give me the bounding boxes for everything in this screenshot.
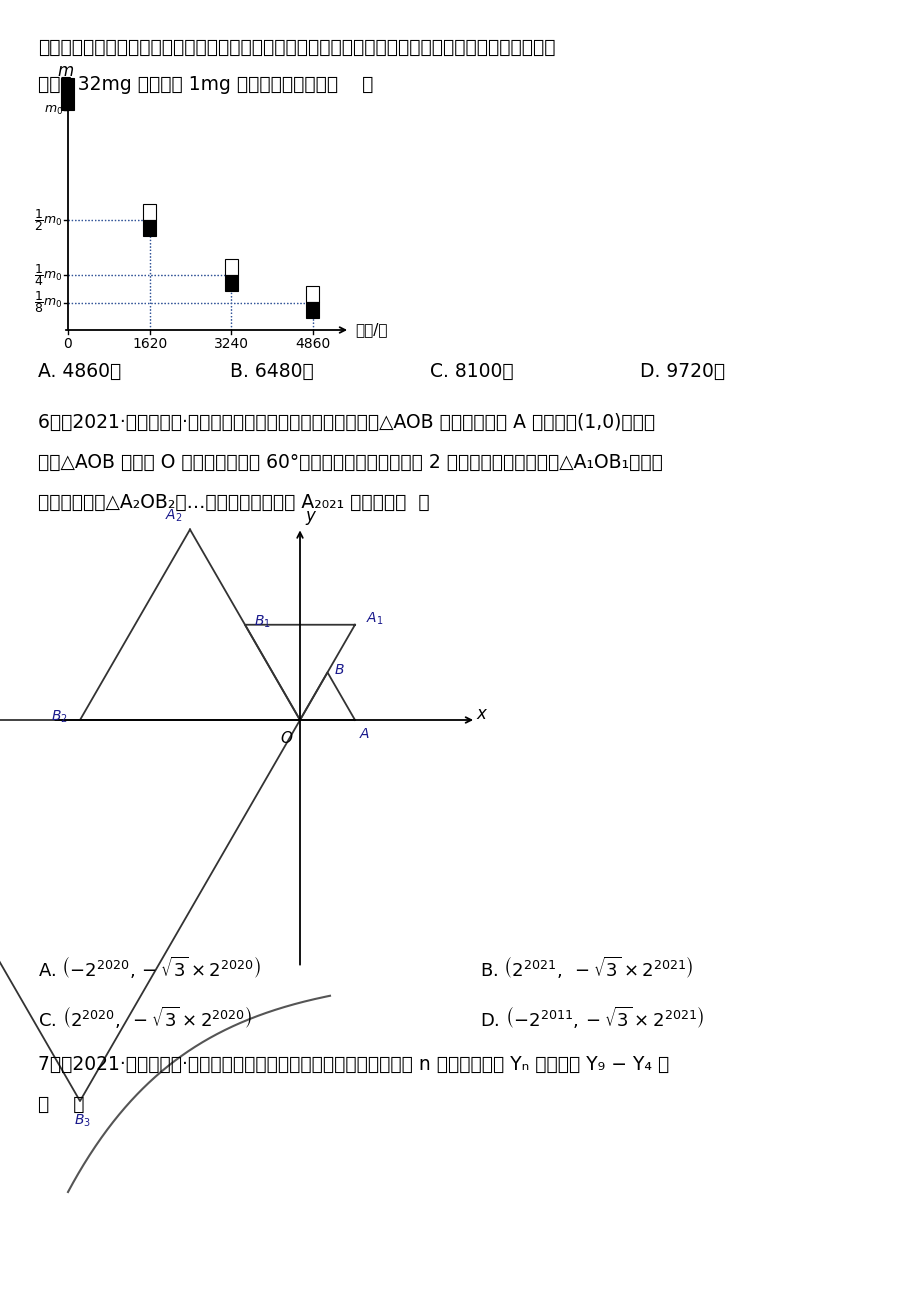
- Text: $B_3$: $B_3$: [74, 1112, 91, 1129]
- Text: 次将△AOB 绕着点 O 逆时针方向旋转 60°，同时每边扩大为原来的 2 倍，第一次旋转后得到△A₁OB₁，第二: 次将△AOB 绕着点 O 逆时针方向旋转 60°，同时每边扩大为原来的 2 倍，…: [38, 453, 663, 473]
- Bar: [224, 275, 237, 292]
- Text: $m_0$: $m_0$: [44, 103, 62, 117]
- Text: $O$: $O$: [279, 730, 293, 746]
- Text: $y$: $y$: [305, 509, 318, 527]
- Text: $\dfrac{1}{8}m_0$: $\dfrac{1}{8}m_0$: [34, 289, 62, 315]
- Text: A. 4860年: A. 4860年: [38, 362, 121, 381]
- Bar: [143, 204, 156, 220]
- Text: 3240: 3240: [213, 337, 248, 352]
- Bar: [306, 302, 319, 319]
- Text: 后来较慢，实际上，物质所剩的质量与时间成某种函数关系。下图为表示镧的放射规律的函数图象，据此: 后来较慢，实际上，物质所剩的质量与时间成某种函数关系。下图为表示镧的放射规律的函…: [38, 38, 555, 57]
- Text: $\dfrac{1}{2}m_0$: $\dfrac{1}{2}m_0$: [34, 207, 62, 233]
- Text: $B_1$: $B_1$: [254, 613, 271, 630]
- Text: 0: 0: [63, 337, 73, 352]
- Bar: [143, 220, 156, 236]
- Text: C. 8100年: C. 8100年: [429, 362, 513, 381]
- Text: 6．（2021·四川达州市·中考真题）在平面直角坐标系中，等边△AOB 如图放置，点 A 的坐标为(1,0)，每一: 6．（2021·四川达州市·中考真题）在平面直角坐标系中，等边△AOB 如图放置…: [38, 413, 654, 432]
- Text: D. $\left(-2^{2011},-\sqrt{3}\times 2^{2021}\right)$: D. $\left(-2^{2011},-\sqrt{3}\times 2^{2…: [480, 1005, 704, 1031]
- Text: $B$: $B$: [334, 663, 345, 677]
- Text: $A_2$: $A_2$: [165, 508, 182, 523]
- Text: 时间/年: 时间/年: [355, 323, 387, 337]
- Text: 7．（2021·广西玉林市·中考真题）观察下列树枝分权的规律图，若第 n 个图树枝数用 Yₙ 表示，则 Y₉ − Y₄ ＝: 7．（2021·广西玉林市·中考真题）观察下列树枝分权的规律图，若第 n 个图树…: [38, 1055, 668, 1074]
- Text: $m$: $m$: [57, 62, 74, 79]
- Text: 可计算 32mg 镧缩减为 1mg 所用的时间大约是（    ）: 可计算 32mg 镧缩减为 1mg 所用的时间大约是（ ）: [38, 76, 373, 94]
- Text: C. $\left(2^{2020},\ -\sqrt{3}\times 2^{2020}\right)$: C. $\left(2^{2020},\ -\sqrt{3}\times 2^{…: [38, 1005, 252, 1031]
- Text: $B_2$: $B_2$: [51, 710, 67, 725]
- Text: （    ）: （ ）: [38, 1095, 85, 1115]
- Text: D. 9720年: D. 9720年: [640, 362, 724, 381]
- Text: 4860: 4860: [295, 337, 330, 352]
- Text: $A_1$: $A_1$: [365, 611, 382, 628]
- Text: $\dfrac{1}{4}m_0$: $\dfrac{1}{4}m_0$: [34, 262, 62, 288]
- Bar: [62, 94, 74, 109]
- Text: A. $\left(-2^{2020},-\sqrt{3}\times 2^{2020}\right)$: A. $\left(-2^{2020},-\sqrt{3}\times 2^{2…: [38, 954, 261, 982]
- Text: B. $\left(2^{2021},\ -\sqrt{3}\times 2^{2021}\right)$: B. $\left(2^{2021},\ -\sqrt{3}\times 2^{…: [480, 954, 693, 982]
- Bar: [62, 78, 74, 94]
- Text: $A$: $A$: [359, 727, 370, 741]
- Bar: [224, 259, 237, 275]
- Bar: [306, 286, 319, 302]
- Text: B. 6480年: B. 6480年: [230, 362, 313, 381]
- Text: $x$: $x$: [475, 706, 488, 724]
- Text: 次旋转后得到△A₂OB₂，…，依次类推，则点 A₂₀₂₁ 的坐标为（  ）: 次旋转后得到△A₂OB₂，…，依次类推，则点 A₂₀₂₁ 的坐标为（ ）: [38, 493, 429, 512]
- Text: 1620: 1620: [131, 337, 167, 352]
